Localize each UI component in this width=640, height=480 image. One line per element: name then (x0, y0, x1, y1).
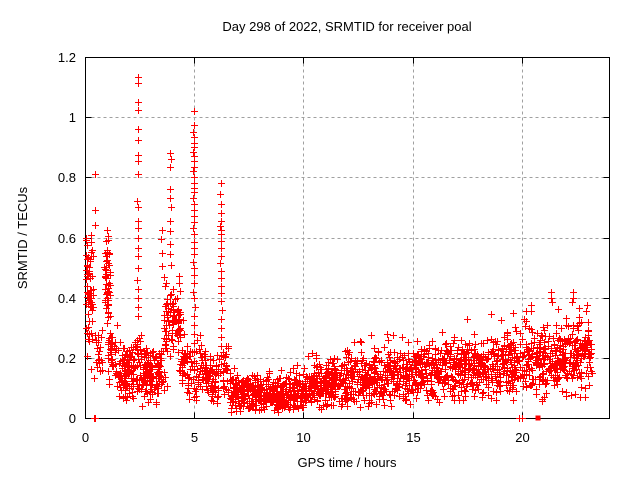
data-plus-markers (83, 74, 596, 422)
y-tick-label: 0 (69, 411, 76, 426)
x-axis-label: GPS time / hours (298, 455, 397, 470)
scatter-points (83, 74, 596, 422)
y-tick-label: 0.8 (58, 170, 76, 185)
y-tick-label: 1 (69, 110, 76, 125)
x-tick-label: 20 (515, 430, 529, 445)
x-tick-label: 5 (191, 430, 198, 445)
y-tick-label: 0.4 (58, 291, 76, 306)
data-square-marker (535, 415, 541, 421)
chart-title: Day 298 of 2022, SRMTID for receiver poa… (222, 19, 471, 34)
y-tick-labels: 0 0.2 0.4 0.6 0.8 1 1.2 (58, 50, 76, 426)
x-tick-labels: 0 5 10 15 20 (82, 430, 530, 445)
y-tick-label: 0.6 (58, 231, 76, 246)
y-axis-label: SRMTID / TECUs (15, 186, 30, 289)
x-tick-label: 0 (82, 430, 89, 445)
y-tick-label: 1.2 (58, 50, 76, 65)
x-tick-label: 15 (406, 430, 420, 445)
y-tick-label: 0.2 (58, 351, 76, 366)
x-tick-label: 10 (296, 430, 310, 445)
